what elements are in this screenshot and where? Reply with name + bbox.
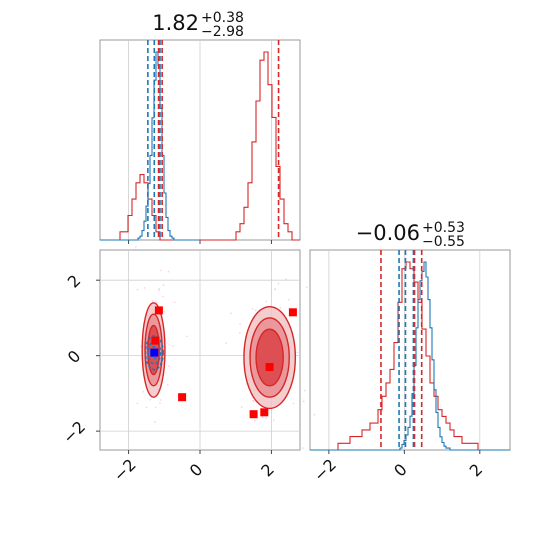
joint-red-marker (265, 363, 274, 371)
joint-sample-point (160, 269, 162, 272)
joint-sample-point (159, 399, 162, 401)
joint-sample-point (313, 413, 316, 416)
joint-sample-point (272, 419, 275, 422)
joint-sample-point (296, 351, 299, 354)
joint-sample-point (251, 308, 254, 310)
joint-sample-point (136, 288, 139, 291)
joint-sample-point (239, 332, 241, 334)
joint-sample-point (163, 310, 166, 313)
param2-frame (309, 249, 511, 451)
joint-sample-point (154, 421, 156, 424)
joint-red-contour (255, 328, 284, 387)
joint-sample-point (149, 399, 151, 401)
joint-sample-point (167, 270, 170, 273)
joint-red-marker (288, 308, 297, 317)
joint-sample-point (151, 300, 154, 302)
joint-sample-point (136, 402, 139, 405)
param2-xtick-label: 2 (466, 460, 487, 481)
joint-red-marker (151, 336, 160, 345)
joint-sample-point (156, 301, 158, 304)
joint-sample-point (135, 246, 137, 248)
joint-sample-point (252, 399, 254, 402)
param1-title-value: 1.82 (152, 11, 199, 35)
joint-blue-marker (150, 348, 159, 357)
param1-title: 1.82 (152, 11, 199, 35)
joint-sample-point (159, 402, 161, 404)
joint-ytick-label: 0 (64, 346, 85, 367)
joint-sample-point (143, 287, 146, 289)
joint-sample-point (148, 232, 150, 234)
param1-marginal-panel: 1.82 +0.38 −2.98 (99, 10, 301, 244)
joint-sample-point (158, 289, 160, 292)
joint-sample-point (288, 298, 290, 301)
param2-blue-histogram (310, 261, 510, 451)
joint-xtick-label: −2 (110, 455, 140, 485)
joint-ytick-label: 2 (64, 271, 85, 292)
param2-title-value: −0.06 (356, 221, 420, 245)
joint-sample-point (158, 288, 160, 290)
param1-title-plus: +0.38 (201, 10, 244, 26)
joint-sample-point (225, 342, 227, 344)
joint-sample-point (230, 312, 232, 315)
joint-sample-point (304, 389, 306, 392)
param2-xtick-label: −2 (310, 455, 340, 485)
joint-sample-point (302, 400, 305, 403)
joint-sample-point (245, 383, 247, 385)
joint-red-marker (178, 393, 187, 402)
joint-red-marker (249, 410, 258, 419)
joint-sample-point (265, 300, 268, 303)
joint-sample-point (279, 307, 282, 309)
joint-sample-point (168, 365, 170, 368)
joint-sample-point (239, 323, 241, 325)
joint-sample-point (167, 383, 169, 386)
joint-xtick-label: 2 (257, 460, 278, 481)
param2-red-histogram (310, 261, 510, 451)
joint-sample-point (274, 288, 276, 290)
param1-red-histogram (100, 51, 300, 241)
joint-sample-point (162, 295, 164, 298)
joint-sample-point (186, 335, 188, 338)
joint-sample-point (277, 282, 280, 285)
joint-sample-point (254, 309, 257, 312)
joint-ytick-label: −2 (59, 417, 89, 447)
joint-sample-point (285, 278, 287, 281)
param2-title-minus: −0.55 (422, 234, 465, 250)
joint-sample-point (265, 417, 267, 419)
joint-sample-point (172, 345, 174, 347)
param2-marginal-panel: −0.06 +0.53 −0.55 −2 0 2 (309, 220, 511, 485)
param1-title-minus: −2.98 (201, 24, 244, 40)
joint-sample-point (306, 286, 308, 289)
joint-xtick-label: 0 (186, 460, 207, 481)
joint-sample-point (162, 284, 165, 286)
joint-sample-point (142, 391, 144, 393)
joint-sample-point (292, 402, 295, 405)
param1-blue-histogram (100, 51, 200, 241)
joint-sample-point (254, 419, 256, 422)
joint-sample-point (145, 406, 148, 409)
joint-sample-point (261, 416, 264, 418)
joint-sample-point (302, 447, 304, 449)
joint-panel: −2 0 2 −2 0 2 (59, 232, 316, 485)
joint-blue-contour (144, 334, 164, 371)
param2-xtick-label: 0 (390, 460, 411, 481)
joint-sample-point (173, 301, 176, 304)
joint-red-marker (154, 306, 163, 315)
param2-title-plus: +0.53 (422, 220, 465, 236)
joint-sample-point (155, 406, 157, 409)
joint-sample-point (240, 406, 243, 409)
joint-red-marker (260, 408, 269, 417)
